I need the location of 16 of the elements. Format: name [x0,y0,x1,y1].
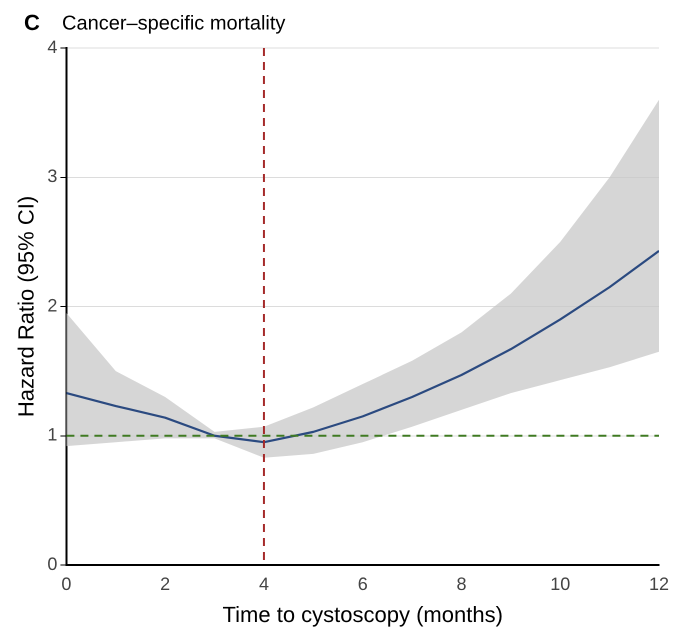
x-axis-title: Time to cystoscopy (months) [222,602,503,627]
chart-title: Cancer–specific mortality [62,12,286,35]
x-tick-label: 4 [258,574,269,594]
y-axis-title: Hazard Ratio (95% CI) [13,196,38,418]
x-tick-label: 2 [160,574,170,594]
y-tick-label: 3 [47,166,58,186]
y-tick-label: 4 [47,36,58,57]
x-tick-label: 0 [61,574,72,594]
x-tick-label: 10 [550,574,570,594]
x-tick-label: 8 [456,574,466,594]
x-tick-label: 6 [358,574,368,594]
x-tick-label: 12 [648,574,670,594]
text: C [24,10,40,36]
y-tick-label: 2 [47,295,58,316]
y-tick-label: 1 [47,424,58,445]
y-tick-label: 0 [47,554,58,574]
